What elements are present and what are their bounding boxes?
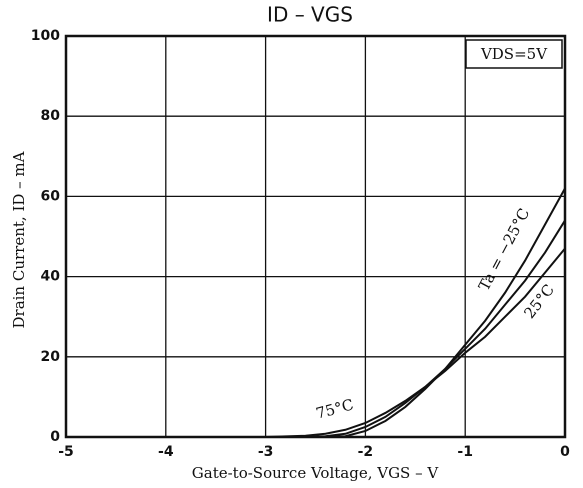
chart-title: ID – VGS — [267, 3, 353, 27]
annotation-box — [465, 39, 563, 69]
x-axis-label: Gate-to-Source Voltage, VGS – V — [192, 464, 440, 482]
plot-frame — [64, 34, 567, 439]
x-tick-label: -4 — [158, 444, 174, 460]
y-tick-label: 60 — [41, 188, 61, 204]
y-tick-label: 0 — [50, 429, 60, 445]
x-tick-label: -2 — [358, 444, 374, 460]
y-tick-label: 20 — [41, 349, 61, 365]
x-tick-label: -5 — [58, 444, 74, 460]
series-label: 25°C — [520, 281, 558, 322]
line — [265, 247, 566, 438]
y-tick-label: 40 — [41, 269, 61, 285]
y-axis-label: Drain Current, ID – mA — [10, 151, 28, 328]
line — [265, 219, 566, 438]
annotation: VDS=5V — [480, 45, 548, 63]
y-tick-label: 100 — [31, 28, 60, 44]
x-tick-label: 0 — [560, 444, 570, 460]
line — [265, 187, 566, 438]
series-label: 75°C — [314, 395, 355, 422]
x-tick-label: -3 — [258, 444, 274, 460]
x-tick-label: -1 — [457, 444, 473, 460]
y-tick-label: 80 — [41, 108, 61, 124]
